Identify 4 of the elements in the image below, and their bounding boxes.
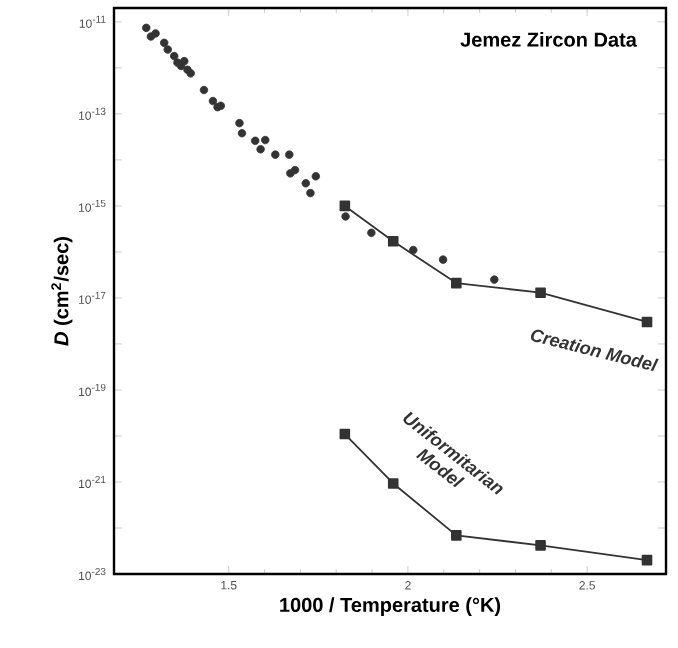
text: Jemez Zircon Data: [460, 32, 637, 47]
x-axis-title: 1000 / Temperature (°K): [280, 597, 501, 616]
y-axis-title: D (cm$^{2}$/sec): [51, 237, 73, 346]
text: Creation Model: [531, 329, 659, 372]
